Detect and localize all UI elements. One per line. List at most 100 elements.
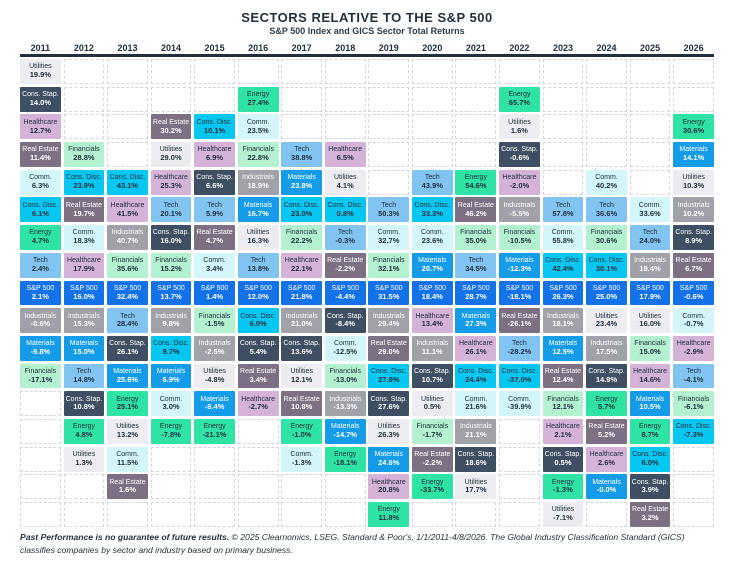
sector-cell: Utilities 10.3%	[673, 169, 714, 195]
sector-value: 19.9%	[29, 70, 52, 80]
sector-label: S&P 500	[244, 284, 272, 292]
sector-value: 2.1%	[31, 291, 49, 301]
sector-label: Comm.	[464, 395, 488, 403]
sector-label: Financials	[460, 229, 492, 237]
empty-cell	[586, 142, 627, 167]
sector-cell: Comm. 11.5%	[107, 446, 148, 472]
sector-value: 24.4%	[465, 374, 487, 384]
sector-label: Financials	[503, 229, 536, 237]
sector-label: Industrials	[503, 201, 536, 209]
sector-label: S&P 500	[331, 284, 359, 292]
sector-cell: Comm. 21.6%	[455, 391, 497, 417]
sector-label: Tech	[250, 257, 266, 265]
sector-label: Cons. Disc.	[22, 201, 59, 209]
sector-value: -4.4%	[335, 291, 356, 301]
sector-cell: Energy -33.7%	[411, 474, 453, 500]
sector-cell: Tech 28.4%	[107, 308, 148, 334]
sector-label: Cons. Disc.	[457, 367, 494, 375]
sector-cell: Tech -4.1%	[673, 363, 714, 389]
sector-value: 25.6%	[116, 374, 139, 384]
sector-cell: Financials 12.1%	[542, 391, 584, 417]
sector-value: 18.3%	[73, 236, 95, 246]
sector-label: Cons. Stap.	[457, 450, 495, 458]
sector-label: Financials	[547, 395, 579, 403]
sector-cell: Industrials 21.0%	[281, 308, 323, 334]
sector-label: Tech	[424, 174, 440, 182]
sector-label: Utilities	[595, 312, 618, 320]
sector-value: 57.8%	[552, 208, 574, 218]
sector-label: Materials	[505, 257, 534, 265]
sector-cell: Industrials -0.6%	[20, 308, 61, 334]
sector-label: Comm.	[551, 229, 575, 237]
sector-label: Tech	[163, 201, 179, 209]
sector-value: 29.0%	[160, 153, 182, 163]
sector-cell: Financials -1.7%	[411, 418, 453, 444]
sector-label: Cons. Stap.	[631, 478, 669, 486]
empty-cell	[63, 114, 105, 140]
sector-value: 18.1%	[552, 319, 574, 329]
sector-cell: Comm. 23.5%	[237, 114, 279, 140]
sector-value: 30.2%	[160, 125, 182, 135]
sector-cell: Comm. 18.3%	[63, 225, 105, 251]
sector-cell: Materials 14.1%	[673, 142, 714, 167]
sector-cell: Comm. -0.7%	[673, 308, 714, 334]
sector-label: Tech	[686, 367, 702, 375]
sector-cell: Utilities 16.3%	[237, 225, 279, 251]
sector-value: 34.5%	[465, 263, 487, 273]
empty-cell	[629, 142, 671, 167]
sector-cell: Cons. Stap. 6.6%	[194, 169, 235, 195]
empty-cell	[194, 502, 235, 527]
sector-label: Materials	[69, 340, 99, 348]
sector-cell: Real Estate 10.8%	[281, 391, 323, 417]
empty-cell	[411, 114, 453, 140]
sector-label: Healthcare	[458, 340, 493, 348]
empty-cell	[629, 59, 671, 84]
sector-value: 16.0%	[73, 291, 95, 301]
sector-label: Utilities	[508, 118, 531, 126]
sector-value: 32.7%	[378, 236, 400, 246]
sector-value: 21.8%	[291, 291, 313, 301]
sector-cell: Healthcare 6.9%	[194, 142, 235, 167]
sector-value: 17.9%	[73, 263, 95, 273]
empty-cell	[411, 502, 453, 527]
sector-label: Financials	[285, 229, 318, 237]
sector-label: Cons. Disc.	[501, 367, 538, 375]
sector-value: 6.9%	[162, 374, 180, 384]
empty-cell	[455, 86, 497, 112]
sector-label: Healthcare	[197, 146, 232, 154]
sector-label: Tech	[599, 201, 614, 209]
sector-value: 5.4%	[249, 347, 267, 357]
empty-cell	[63, 502, 105, 527]
sector-label: Energy	[159, 423, 183, 431]
sector-cell: Materials -12.3%	[499, 252, 540, 278]
sector-cell: Energy 8.7%	[629, 418, 671, 444]
sector-value: -7.3%	[683, 430, 704, 440]
sector-cell: Utilities 1.3%	[63, 446, 105, 472]
sector-cell: Healthcare -2.9%	[673, 335, 714, 361]
sector-label: Cons. Disc.	[632, 450, 668, 458]
sector-cell: S&P 500 -0.6%	[673, 280, 714, 306]
sector-label: Energy	[247, 91, 270, 99]
sector-label: Healthcare	[284, 257, 319, 265]
sector-label: Healthcare	[110, 201, 145, 209]
sector-value: 10.8%	[73, 402, 95, 412]
sector-cell: S&P 500 32.4%	[107, 280, 148, 306]
sector-value: 19.7%	[73, 208, 95, 218]
sector-value: 22.1%	[291, 263, 313, 273]
sector-label: Financials	[416, 423, 449, 431]
sector-cell: Comm. 33.6%	[629, 197, 671, 223]
sector-cell: Industrials 18.1%	[542, 308, 584, 334]
sector-label: Cons. Disc.	[153, 340, 189, 348]
sector-label: S&P 500	[418, 284, 447, 292]
sector-label: Energy	[464, 174, 487, 182]
sector-label: Industrials	[242, 174, 275, 182]
empty-cell	[20, 418, 61, 444]
sector-cell: Cons. Disc. 9.7%	[150, 335, 192, 361]
sector-cell: Industrials 18.9%	[237, 169, 279, 195]
sector-value: 16.3%	[247, 236, 269, 246]
empty-cell	[281, 502, 323, 527]
sector-cell: Financials 35.6%	[107, 252, 148, 278]
sector-label: Energy	[334, 450, 357, 458]
sector-value: 10.8%	[291, 402, 313, 412]
sector-value: -0.6%	[30, 319, 51, 329]
